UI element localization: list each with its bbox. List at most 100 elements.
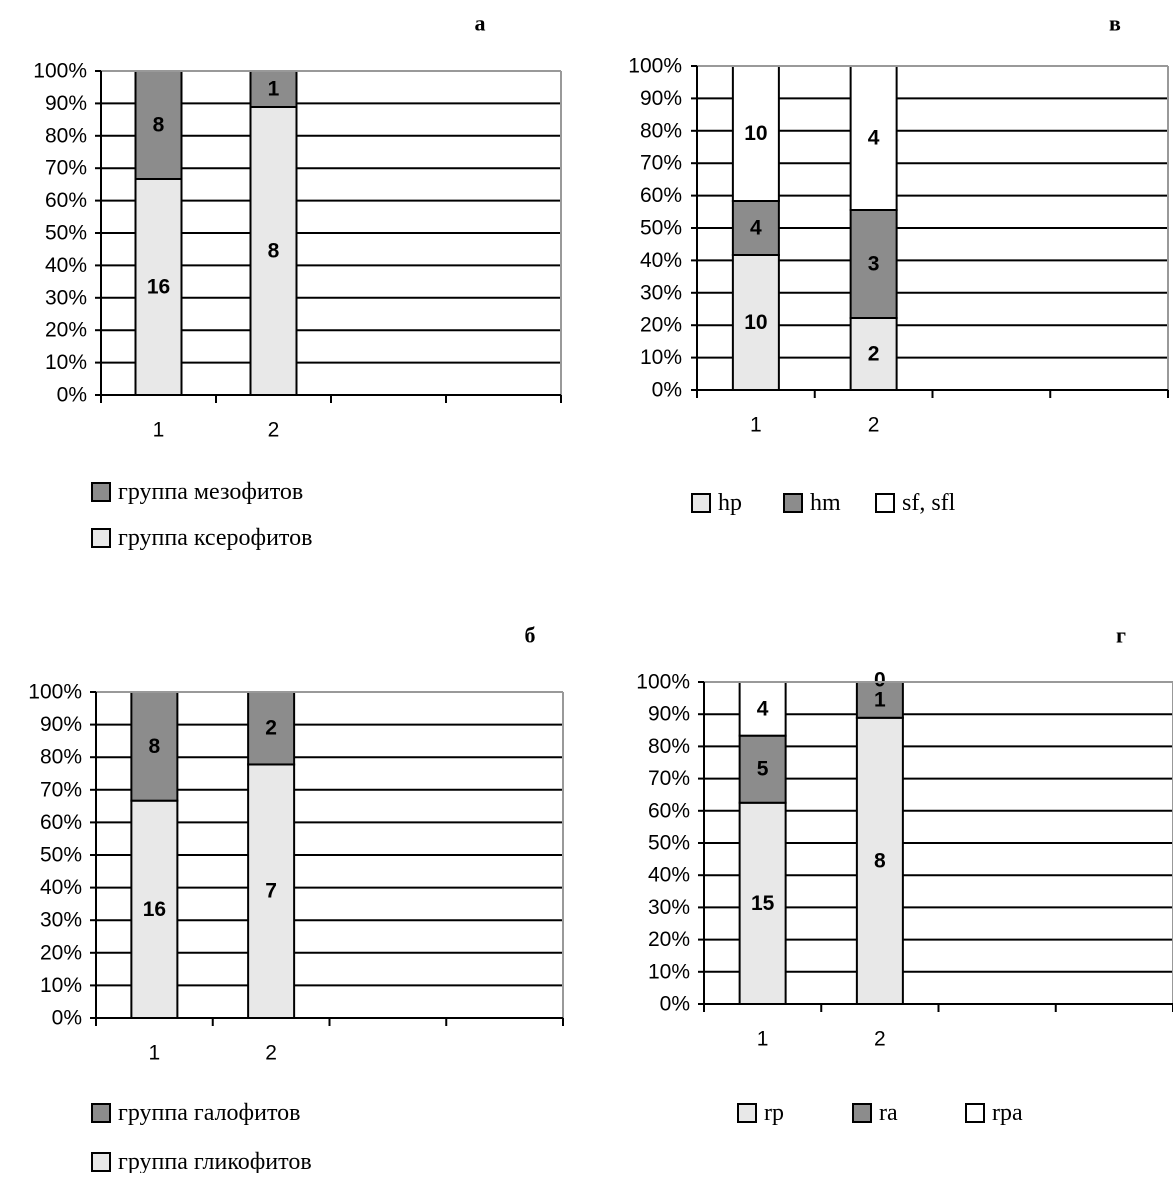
y-tick-label: 80% xyxy=(45,124,87,147)
legend-label: ra xyxy=(879,1100,898,1126)
x-tick-label: 2 xyxy=(268,419,280,442)
y-tick-label: 90% xyxy=(40,713,82,736)
y-tick-label: 0% xyxy=(57,384,87,407)
data-label: 15 xyxy=(751,892,775,915)
chart-panel-3: б 0% 10% 20% 30% 40% 50% 60% 70% 80% 90% 100% 16 8 1 7 2… xyxy=(28,623,564,1175)
y-tick-label: 90% xyxy=(648,703,690,726)
y-tick-label: 100% xyxy=(628,55,682,78)
data-label: 10 xyxy=(744,311,767,334)
y-tick-label: 60% xyxy=(640,184,682,207)
y-tick-label: 30% xyxy=(45,286,87,309)
bar-segment xyxy=(247,763,296,1020)
bar-segment xyxy=(849,65,898,211)
bar-segment xyxy=(738,734,787,804)
legend-swatch xyxy=(852,1103,872,1123)
y-tick-label: 40% xyxy=(40,876,82,899)
y-tick-label: 0% xyxy=(652,379,682,402)
legend-label: hp xyxy=(718,490,742,516)
x-tick-label: 1 xyxy=(757,1028,769,1051)
legend-swatch xyxy=(737,1103,757,1123)
legend-label: rpa xyxy=(992,1100,1023,1126)
legend-label: rp xyxy=(764,1100,784,1126)
data-label: 2 xyxy=(265,717,277,740)
y-tick-label: 70% xyxy=(648,767,690,790)
x-tick-label: 1 xyxy=(149,1042,161,1065)
y-tick-label: 50% xyxy=(45,222,87,245)
legend-label: группа галофитов xyxy=(118,1100,300,1126)
bar-segment xyxy=(731,65,780,202)
y-tick-label: 90% xyxy=(45,92,87,115)
y-tick-label: 20% xyxy=(640,314,682,337)
data-label: 8 xyxy=(268,240,280,263)
legend-label: sf, sfl xyxy=(902,490,956,516)
data-label: 8 xyxy=(149,735,161,758)
legend-swatch xyxy=(91,1152,111,1172)
legend: rp ra rpa xyxy=(737,1100,1023,1126)
chart-panel-2: в 0% 10% 20% 30% 40% 50% 60% 70% 80% 90% 100% 10 4 10 1… xyxy=(628,11,1169,516)
legend-label: группа мезофитов xyxy=(118,479,303,505)
y-tick-label: 60% xyxy=(648,799,690,822)
data-label: 16 xyxy=(147,276,170,299)
y-tick-label: 30% xyxy=(40,909,82,932)
data-label: 0 xyxy=(874,669,886,692)
y-tick-label: 20% xyxy=(45,319,87,342)
x-tick-label: 2 xyxy=(265,1042,277,1065)
y-tick-label: 10% xyxy=(640,346,682,369)
data-label: 1 xyxy=(874,688,886,711)
panel-label: в xyxy=(1109,11,1121,36)
x-tick-label: 1 xyxy=(750,414,762,437)
y-tick-label: 100% xyxy=(636,671,690,694)
legend-swatch xyxy=(875,493,895,513)
y-tick-label: 100% xyxy=(28,681,82,704)
y-tick-label: 70% xyxy=(45,157,87,180)
y-tick-label: 70% xyxy=(640,152,682,175)
chart-panel-1: а 0% 10% 20% 30% 40% 50% 60% 70% 80% 90% 100% 16 8 1 8 1… xyxy=(33,11,562,551)
y-tick-label: 0% xyxy=(660,993,690,1016)
bar-segment xyxy=(130,799,179,1020)
data-label: 7 xyxy=(265,880,277,903)
y-tick-label: 80% xyxy=(648,735,690,758)
bar-segment xyxy=(855,681,904,719)
legend-swatch xyxy=(965,1103,985,1123)
bar-segment xyxy=(731,200,780,256)
y-tick-label: 50% xyxy=(648,832,690,855)
y-tick-label: 80% xyxy=(40,746,82,769)
bar-segment xyxy=(247,691,296,766)
x-tick-label: 2 xyxy=(874,1028,886,1051)
bar-segment xyxy=(849,317,898,391)
y-tick-label: 40% xyxy=(640,249,682,272)
legend-swatch xyxy=(691,493,711,513)
legend-swatch xyxy=(91,482,111,502)
bar-segment xyxy=(849,209,898,319)
y-tick-label: 20% xyxy=(648,928,690,951)
legend-label: группа ксерофитов xyxy=(118,525,312,551)
bar-segment xyxy=(134,70,183,180)
data-label: 16 xyxy=(143,898,166,921)
chart-panel-4: г 0% 10% 20% 30% 40% 50% 60% 70% 80% 90% 100% 15 5 4 1 8… xyxy=(636,623,1173,1126)
y-tick-label: 70% xyxy=(40,778,82,801)
y-tick-label: 30% xyxy=(648,896,690,919)
y-tick-label: 90% xyxy=(640,87,682,110)
y-tick-label: 10% xyxy=(648,960,690,983)
data-label: 8 xyxy=(874,849,886,872)
y-tick-label: 50% xyxy=(640,217,682,240)
legend: hp hm sf, sfl xyxy=(691,490,956,516)
y-tick-label: 80% xyxy=(640,119,682,142)
legend-swatch xyxy=(91,1103,111,1123)
panel-label: б xyxy=(525,623,536,648)
data-label: 4 xyxy=(757,697,769,720)
y-tick-label: 60% xyxy=(45,189,87,212)
data-label: 2 xyxy=(868,343,880,366)
data-label: 4 xyxy=(868,127,880,150)
data-label: 10 xyxy=(744,122,767,145)
bar-segment xyxy=(855,716,904,1005)
data-label: 4 xyxy=(750,217,762,240)
y-tick-label: 100% xyxy=(33,60,87,83)
y-tick-label: 10% xyxy=(40,974,82,997)
y-tick-label: 30% xyxy=(640,281,682,304)
legend: группа галофитов группа гликофитов xyxy=(91,1100,312,1175)
data-label: 3 xyxy=(868,253,880,276)
y-tick-label: 10% xyxy=(45,351,87,374)
legend-label: hm xyxy=(810,490,841,516)
